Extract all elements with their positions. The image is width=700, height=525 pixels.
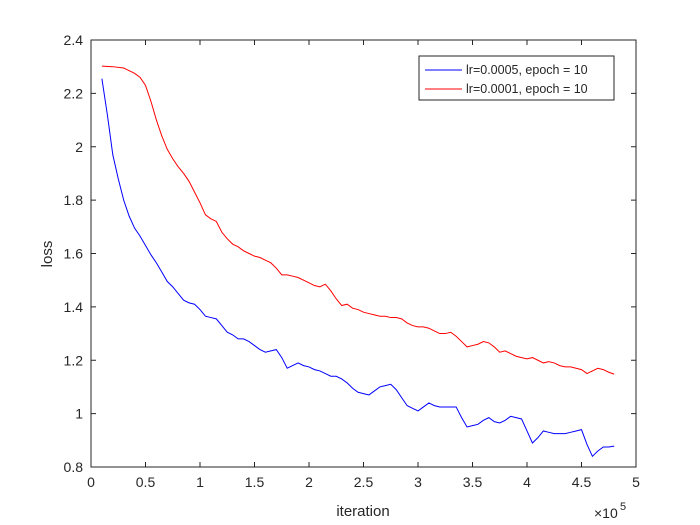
y-tick-label: 2 — [75, 139, 83, 155]
y-tick-label: 2.2 — [64, 85, 84, 101]
y-tick-label: 1.8 — [64, 192, 84, 208]
x-tick-label: 3 — [414, 474, 422, 490]
x-tick-label: 4.5 — [572, 474, 592, 490]
y-tick-label: 0.8 — [64, 459, 84, 475]
x-exponent: ×10 5 — [594, 501, 626, 521]
x-tick-label: 1 — [196, 474, 204, 490]
series-line-0 — [101, 78, 615, 458]
y-tick-label: 1.2 — [64, 352, 84, 368]
plot-background — [91, 40, 636, 467]
x-tick-label: 0.5 — [136, 474, 156, 490]
legend-label-red: lr=0.0001, epoch = 10 — [466, 82, 588, 96]
legend: lr=0.0005, epoch = 10 lr=0.0001, epoch =… — [418, 55, 615, 101]
x-tick-label: 2 — [305, 474, 313, 490]
legend-label-blue: lr=0.0005, epoch = 10 — [466, 63, 588, 77]
x-tick-label: 1.5 — [245, 474, 265, 490]
x-tick-label: 0 — [87, 474, 95, 490]
y-tick-label: 1 — [75, 406, 83, 422]
y-tick-label: 2.4 — [64, 32, 84, 48]
y-tick-label: 1.4 — [64, 299, 84, 315]
y-tick-label: 1.6 — [64, 246, 84, 262]
x-tick-label: 4 — [523, 474, 531, 490]
x-tick-label: 5 — [632, 474, 640, 490]
x-exponent-base: ×10 — [594, 505, 618, 521]
x-tick-label: 2.5 — [354, 474, 374, 490]
y-axis-label: loss — [39, 241, 56, 268]
x-tick-label: 3.5 — [463, 474, 483, 490]
ticks-layer: 0 0.5 1 1.5 2 2.5 3 3.5 4 4.5 5 0.8 1 1.2 1.4 1.6 1.8 2 2.… — [64, 32, 641, 490]
series-layer — [101, 65, 615, 458]
x-exponent-power: 5 — [620, 501, 626, 513]
series-line-1 — [101, 65, 615, 375]
legend-box — [418, 55, 615, 101]
plot-area — [91, 40, 636, 467]
x-axis-label: iteration — [336, 503, 389, 520]
